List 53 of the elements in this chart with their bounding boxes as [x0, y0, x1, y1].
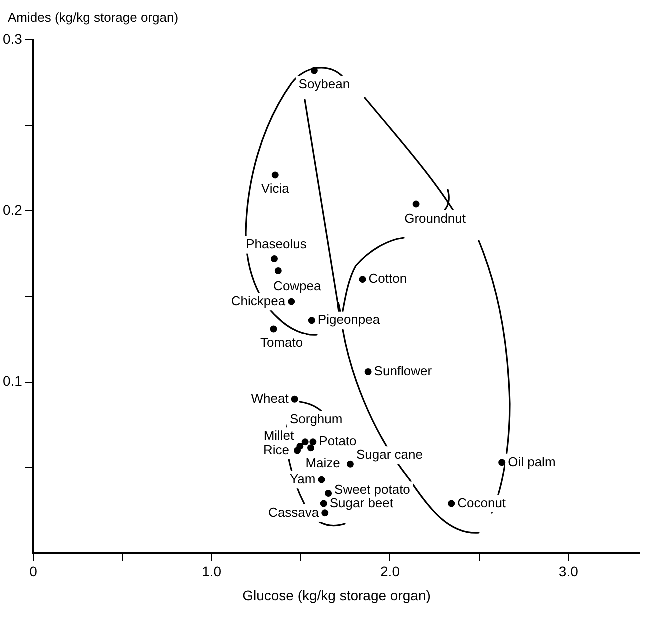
annotation: Tomato [260, 334, 304, 350]
point [325, 490, 332, 498]
x-tick-label: 1.0 [202, 564, 222, 580]
annotation: Yam [290, 471, 316, 486]
y-tick-label: 0.1 [2, 373, 23, 390]
point [288, 298, 296, 306]
annotation: Cotton [368, 271, 408, 286]
point [308, 317, 316, 324]
point [448, 500, 456, 508]
y-tick-label: 0.3 [2, 30, 23, 47]
annotation: Wheat [251, 390, 290, 406]
annotation: Oil palm [508, 454, 556, 470]
point [359, 276, 366, 284]
annotation: Vicia [261, 180, 290, 196]
point [272, 172, 279, 179]
annotation: Cowpea [274, 278, 322, 294]
point [274, 268, 282, 275]
point [308, 444, 315, 452]
annotation: Pigeonpea [318, 312, 381, 328]
annotation: Rice [263, 442, 290, 458]
x-axis-title: Glucose (kg/kg storage organ) [242, 587, 431, 604]
annotation: Maize [306, 456, 340, 471]
annotation: Sorghum [290, 412, 343, 427]
annotation: Soybean [298, 76, 350, 92]
point [291, 396, 298, 403]
point [364, 368, 372, 376]
x-tick-label: 3.0 [558, 564, 579, 580]
annotation: Sweet potato [334, 482, 410, 498]
point [346, 460, 354, 468]
annotation: Sunflower [374, 364, 433, 379]
annotation: Sugar beet [330, 495, 394, 510]
annotation: Chickpea [231, 293, 286, 308]
x-tick-label: 2.0 [380, 564, 400, 580]
point [302, 438, 309, 446]
annotation: Potato [319, 434, 357, 449]
point [270, 326, 278, 333]
x-tick-label: 0 [30, 564, 38, 580]
point [498, 459, 506, 466]
annotation: Coconut [458, 495, 506, 510]
point [322, 510, 329, 517]
point [270, 256, 278, 263]
point [320, 500, 328, 508]
annotation: Phaseolus [246, 236, 308, 252]
point [294, 447, 301, 454]
point [412, 200, 420, 208]
point [310, 438, 317, 446]
y-tick-label: 0.2 [2, 202, 23, 218]
y-axis-title: Amides (kg/kg storage organ) [8, 10, 179, 26]
annotation: Cassava [268, 504, 320, 520]
annotation: Groundnut [404, 210, 466, 226]
annotation: Sugar cane [356, 446, 423, 462]
annotation: Millet [264, 428, 295, 444]
point [318, 476, 326, 484]
